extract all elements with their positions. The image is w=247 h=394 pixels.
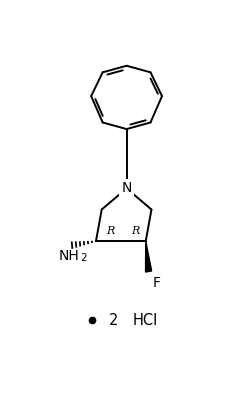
Text: N: N xyxy=(121,181,132,195)
Text: R: R xyxy=(131,226,139,236)
Text: R: R xyxy=(106,226,115,236)
Text: 2: 2 xyxy=(81,253,87,263)
Text: HCl: HCl xyxy=(133,313,158,328)
Text: NH: NH xyxy=(59,249,79,263)
Text: F: F xyxy=(152,276,160,290)
Text: 2: 2 xyxy=(108,313,118,328)
Polygon shape xyxy=(145,241,152,272)
